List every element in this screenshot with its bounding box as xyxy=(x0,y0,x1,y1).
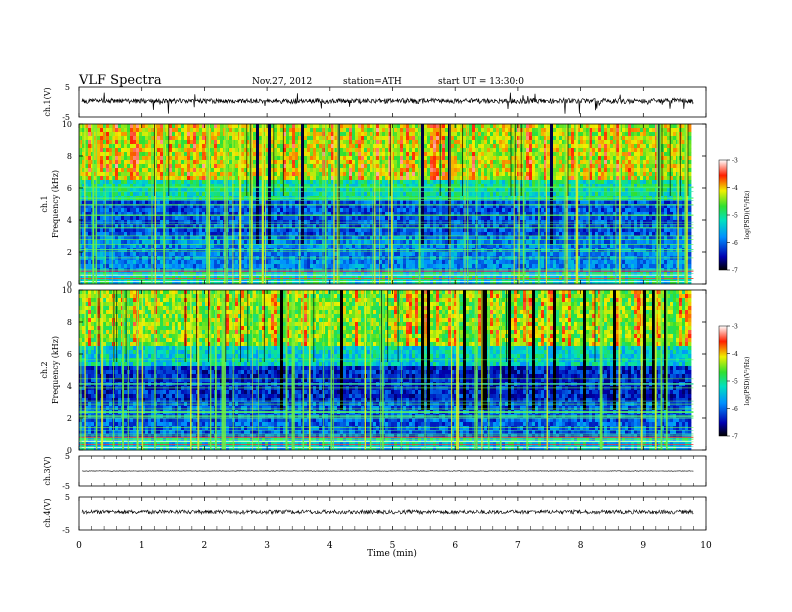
colorbar-tick-label: -5 xyxy=(732,379,738,386)
ch2-colorbar-label: log(PSD)(V²/Hz) xyxy=(744,357,751,406)
ch2-spectrogram-panel: 0 2 4 6 8 10 ch.2 Frequency (kHz) xyxy=(40,286,707,455)
ch4-waveform-panel: 5 -5 ch.4(V) xyxy=(43,493,707,535)
colorbar-tick-label: -4 xyxy=(732,185,738,192)
spec1-ytick-label: 6 xyxy=(67,184,72,193)
time-tick-label: 9 xyxy=(640,541,646,551)
ch2-colorbar-scale xyxy=(718,325,728,437)
ch1-spectrogram-ylabel: ch.1 xyxy=(40,195,49,212)
ch4-waveform-line xyxy=(81,508,694,516)
time-axis-ticks xyxy=(78,87,707,530)
spec1-ytick-label: 2 xyxy=(67,248,72,257)
ch1-waveform-ylabel: ch.1(V) xyxy=(43,87,52,116)
spec2-ytick-label: 0 xyxy=(67,446,72,455)
ch1-colorbar-scale xyxy=(718,159,728,271)
colorbar-tick-label: -4 xyxy=(732,351,738,358)
ch1-waveform-ytick-bottom: -5 xyxy=(62,113,70,122)
ch3-waveform-ylabel: ch.3(V) xyxy=(43,456,52,485)
ch2-spectrogram-ylabel: ch.2 xyxy=(40,361,49,378)
colorbar-tick-label: -7 xyxy=(732,268,738,275)
ch3-waveform-line xyxy=(81,470,694,472)
time-tick-label: 5 xyxy=(390,541,396,551)
time-tick-label: 0 xyxy=(76,541,82,551)
time-tick-label: 1 xyxy=(139,541,145,551)
ch1-frequency-ticks: 0 2 4 6 8 10 xyxy=(62,120,706,289)
spec1-ytick-label: 10 xyxy=(62,120,72,129)
figure-date: Nov.27, 2012 xyxy=(252,77,312,87)
ch3-waveform-ytick-bottom: -5 xyxy=(62,482,70,491)
ch1-colorbar-label: log(PSD)(V²/Hz) xyxy=(744,191,751,240)
ch2-spectrogram-image xyxy=(79,290,706,451)
ch2-frequency-axis-label: Frequency (kHz) xyxy=(51,336,60,404)
ch3-waveform-panel: 5 -5 ch.3(V) xyxy=(43,452,707,491)
time-tick-label: 3 xyxy=(264,541,270,551)
ch3-waveform-ytick-top: 5 xyxy=(65,452,70,461)
figure-start-time: start UT = 13:30:0 xyxy=(438,77,524,87)
ch2-colorbar: -3 -4 -5 -6 -7 log(PSD)(V²/Hz) xyxy=(718,324,751,441)
time-tick-label: 7 xyxy=(515,541,521,551)
figure-title: VLF Spectra xyxy=(78,73,162,88)
ch1-spectrogram-panel: 0 2 4 6 8 10 ch.1 Frequency (kHz) xyxy=(40,120,707,289)
figure-station: station=ATH xyxy=(343,77,402,87)
time-axis-label: Time (min) xyxy=(367,548,417,559)
ch1-waveform-panel: 5 -5 ch.1(V) xyxy=(43,83,707,122)
time-tick-label: 2 xyxy=(202,541,208,551)
time-tick-label: 8 xyxy=(578,541,584,551)
spec1-ytick-label: 4 xyxy=(67,216,72,225)
time-tick-label: 6 xyxy=(452,541,458,551)
ch1-waveform-line xyxy=(81,92,694,114)
spec2-ytick-label: 10 xyxy=(62,286,72,295)
ch4-waveform-ytick-top: 5 xyxy=(65,493,70,502)
ch1-spectrogram-image xyxy=(79,124,706,285)
colorbar-tick-label: -7 xyxy=(732,434,738,441)
ch1-frequency-axis-label: Frequency (kHz) xyxy=(51,170,60,238)
ch4-waveform-ytick-bottom: -5 xyxy=(62,526,70,535)
time-axis-labels: 0 1 2 3 4 5 6 7 8 9 10 xyxy=(76,541,712,551)
spec2-ytick-label: 6 xyxy=(67,350,72,359)
colorbar-tick-label: -6 xyxy=(732,406,738,413)
colorbar-tick-label: -3 xyxy=(732,158,738,165)
spec1-ytick-label: 8 xyxy=(67,152,72,161)
colorbar-tick-label: -3 xyxy=(732,324,738,331)
spec2-ytick-label: 4 xyxy=(67,382,72,391)
time-tick-label: 10 xyxy=(700,541,712,551)
spec2-ytick-label: 2 xyxy=(67,414,72,423)
spec2-ytick-label: 8 xyxy=(67,318,72,327)
ch1-waveform-ytick-top: 5 xyxy=(65,83,70,92)
ch1-colorbar: -3 -4 -5 -6 -7 log(PSD)(V²/Hz) xyxy=(718,158,751,275)
colorbar-tick-label: -6 xyxy=(732,240,738,247)
time-tick-label: 4 xyxy=(327,541,333,551)
ch4-waveform-ylabel: ch.4(V) xyxy=(43,498,52,527)
spec1-ytick-label: 0 xyxy=(67,280,72,289)
ch2-frequency-ticks: 0 2 4 6 8 10 xyxy=(62,286,706,455)
colorbar-tick-label: -5 xyxy=(732,213,738,220)
